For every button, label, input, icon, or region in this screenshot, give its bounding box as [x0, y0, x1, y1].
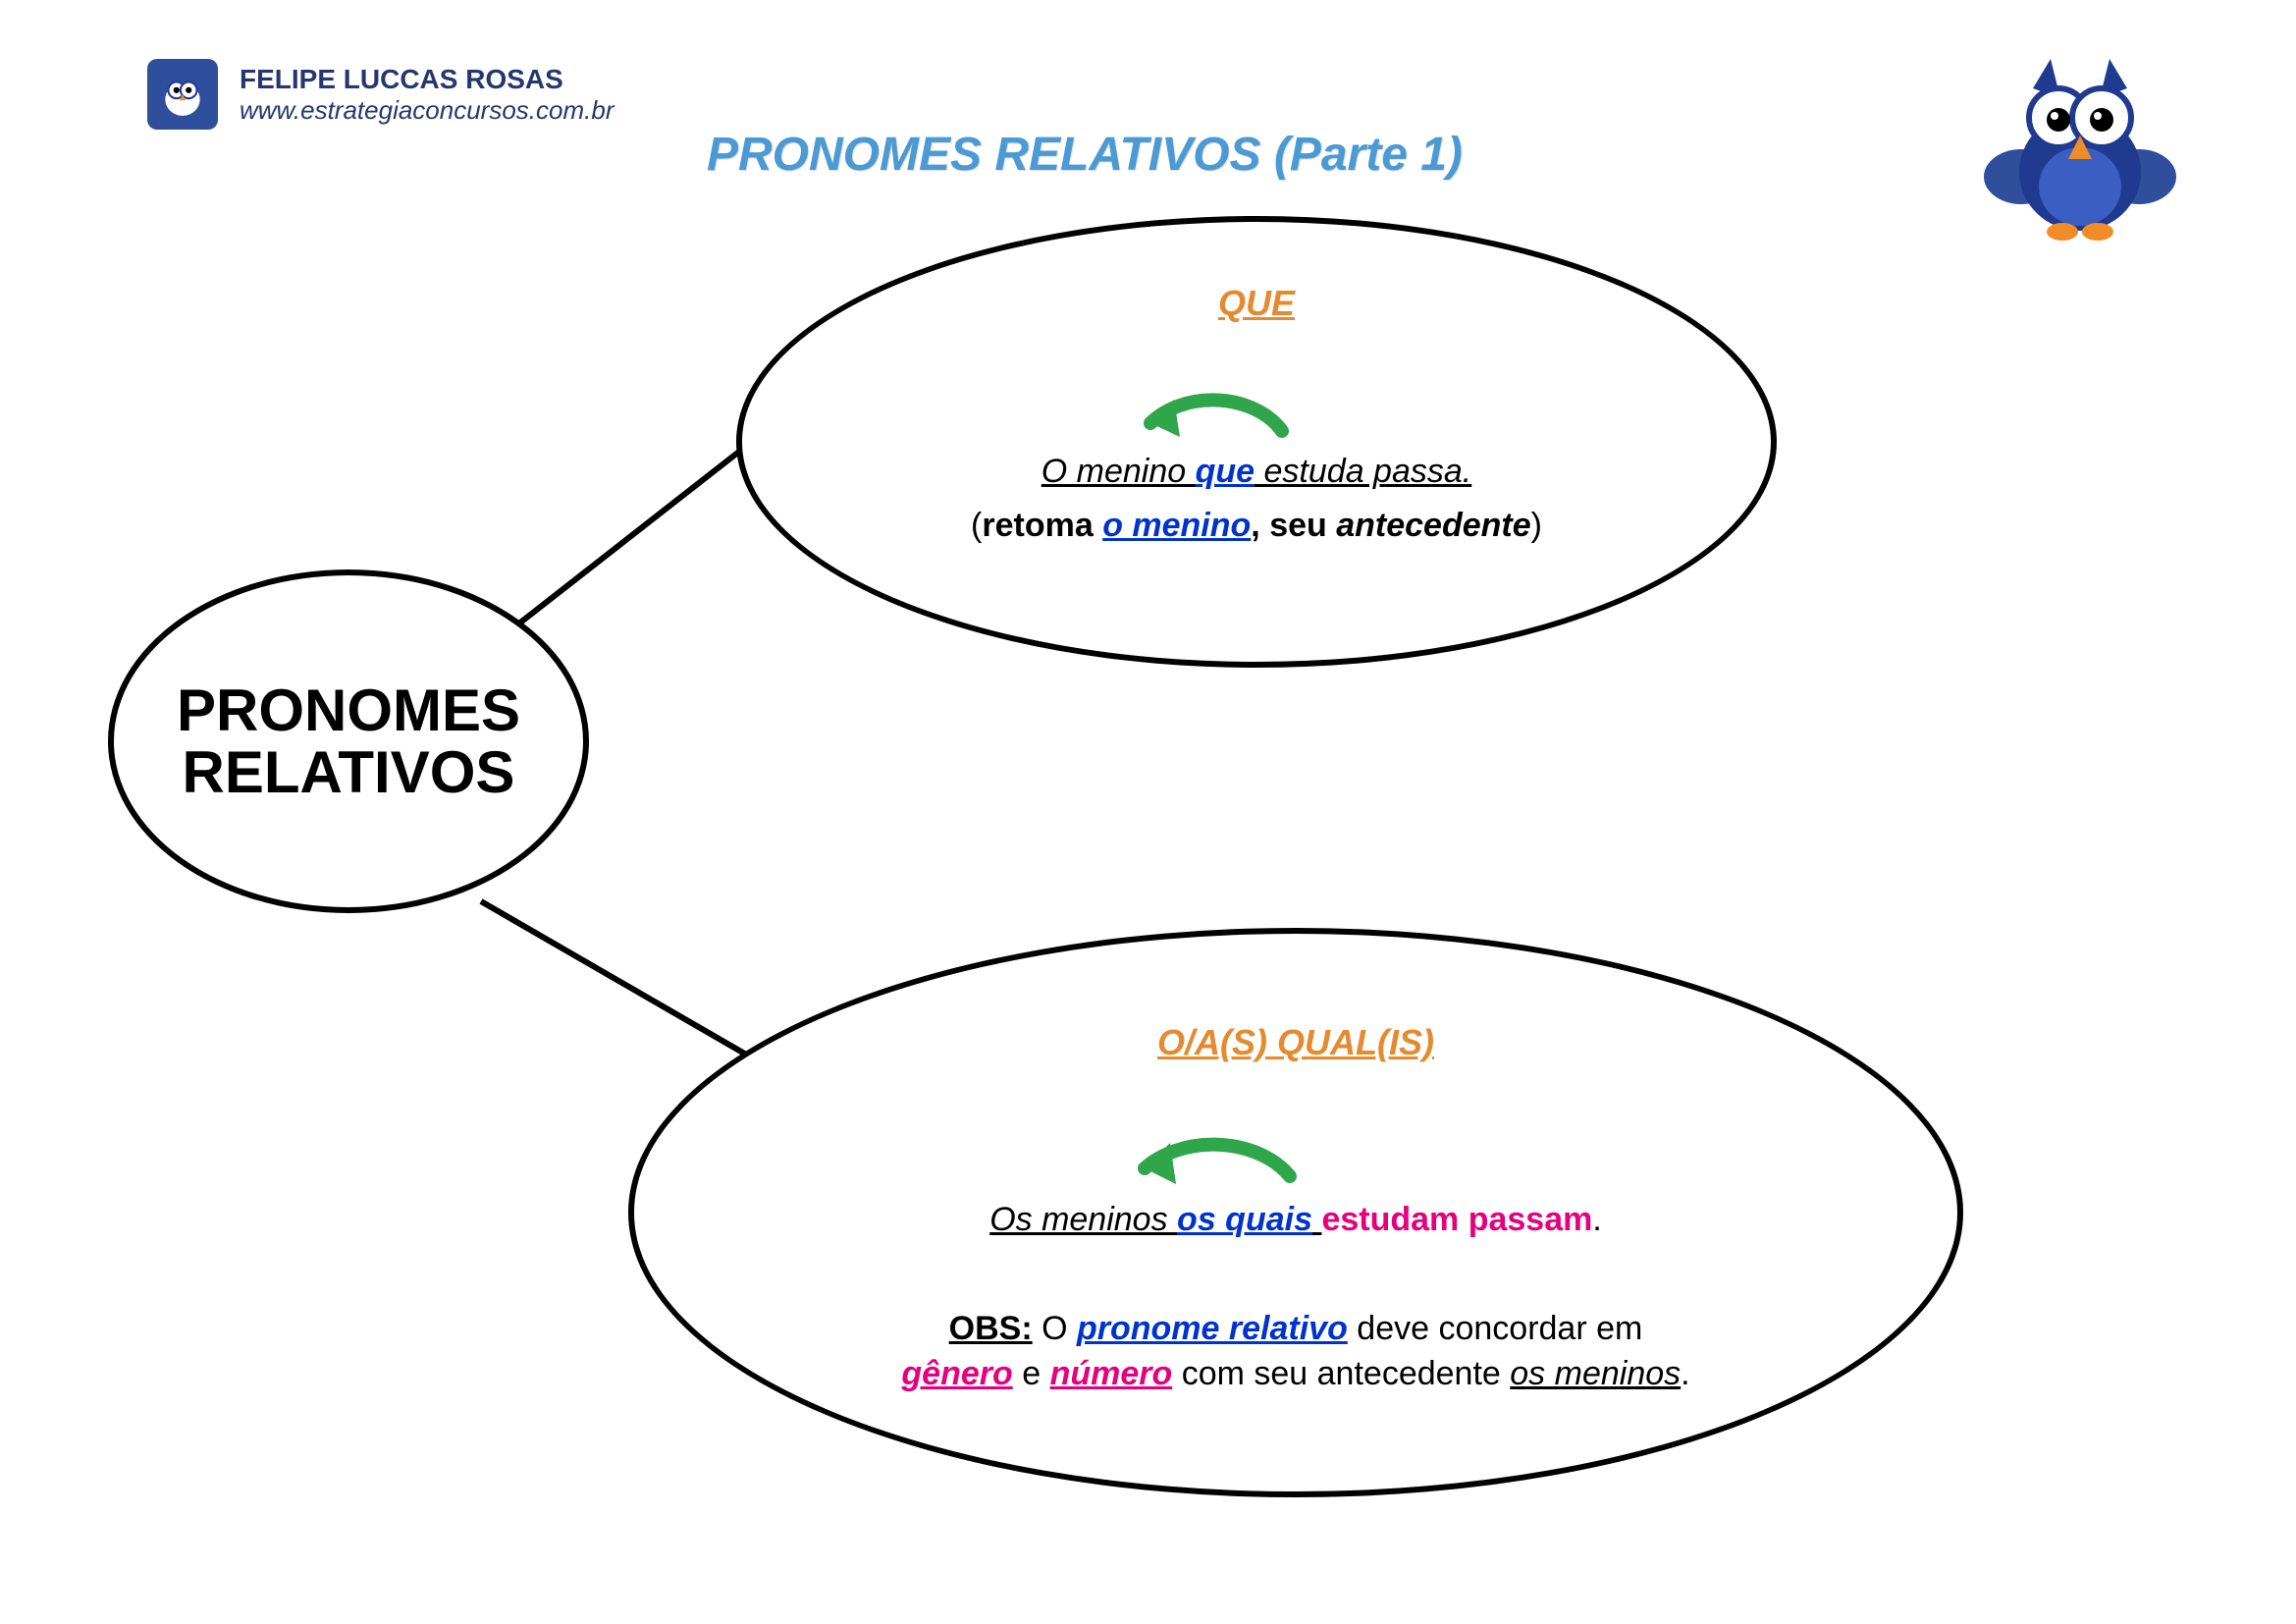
- qual-pre: Os meninos: [989, 1201, 1177, 1238]
- obs-t2: deve concordar em: [1348, 1310, 1643, 1347]
- que-sentence: O menino que estuda passa.: [742, 453, 1771, 491]
- que-close: ): [1531, 507, 1542, 544]
- que-explain: (retoma o menino, seu antecedente): [742, 507, 1771, 545]
- que-ital: antecedente: [1336, 507, 1530, 544]
- page-title: PRONOMES RELATIVOS (Parte 1): [707, 128, 1463, 182]
- root-line1: PRONOMES: [177, 679, 520, 741]
- header-block: FELIPE LUCCAS ROSAS www.estrategiaconcur…: [147, 59, 614, 130]
- que-b1: retoma: [982, 507, 1102, 544]
- obs-t4: com seu antecedente: [1172, 1355, 1510, 1392]
- que-blue: o menino: [1102, 507, 1251, 544]
- node-qual: O/A(S) QUAL(IS) Os meninos os quais estu…: [628, 928, 1963, 1497]
- site-url: www.estrategiaconcursos.com.br: [240, 95, 614, 126]
- qual-dot: .: [1592, 1201, 1601, 1238]
- que-post: estuda passa.: [1255, 453, 1471, 490]
- mascot-owl-icon: [1982, 49, 2178, 245]
- que-title: QUE: [742, 283, 1771, 324]
- qual-obs: OBS: O pronome relativo deve concordar e…: [722, 1307, 1869, 1397]
- obs-ant: os meninos: [1510, 1355, 1681, 1392]
- qual-sentence: Os meninos os quais estudam passam.: [634, 1201, 1957, 1239]
- author-name: FELIPE LUCCAS ROSAS: [240, 64, 614, 95]
- qual-title: O/A(S) QUAL(IS): [634, 1022, 1957, 1063]
- obs-m2: número: [1050, 1355, 1173, 1392]
- back-arrow-icon: [1105, 1096, 1321, 1189]
- brand-icon: [147, 59, 218, 130]
- qual-mag: estudam passam: [1321, 1201, 1592, 1238]
- obs-dot: .: [1681, 1355, 1689, 1392]
- obs-m1: gênero: [901, 1355, 1012, 1392]
- obs-blue: pronome relativo: [1077, 1310, 1348, 1347]
- owl-icon: [157, 69, 208, 120]
- connector-to-que: [513, 443, 749, 628]
- que-rel: que: [1196, 453, 1255, 490]
- que-b2: , seu: [1251, 507, 1336, 544]
- obs-label: OBS:: [949, 1310, 1033, 1347]
- back-arrow-icon: [1115, 354, 1311, 443]
- que-pre: O menino: [1041, 453, 1196, 490]
- root-line2: RELATIVOS: [177, 741, 520, 803]
- obs-t1: O: [1033, 1310, 1077, 1347]
- que-open: (: [971, 507, 982, 544]
- node-que: QUE O menino que estuda passa. (retoma o…: [736, 216, 1777, 668]
- qual-rel: os quais: [1177, 1201, 1312, 1238]
- root-node: PRONOMES RELATIVOS: [108, 569, 589, 913]
- obs-t3: e: [1013, 1355, 1050, 1392]
